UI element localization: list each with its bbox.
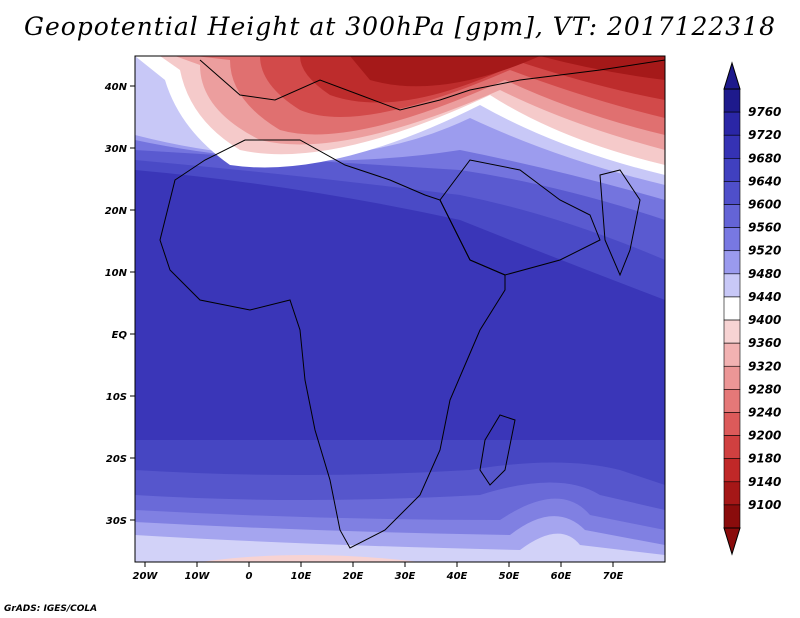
height-field	[135, 56, 665, 562]
colorbar-swatch	[723, 296, 741, 321]
colorbar-swatch	[723, 458, 741, 483]
lon-tick-label: 10W	[185, 571, 211, 582]
longitude-axis: 20W 10W 0 10E 20E 30E 40E 50E 60E 70E	[133, 562, 624, 582]
lon-tick-label: 60E	[551, 571, 572, 582]
colorbar-swatch	[723, 250, 741, 275]
colorbar-label: 9520	[748, 244, 781, 258]
lat-tick-label: 10N	[105, 268, 128, 279]
lat-tick-label: 40N	[104, 82, 128, 93]
colorbar-swatch	[723, 389, 741, 413]
colorbar-label: 9480	[748, 267, 781, 281]
colorbar-swatch	[723, 342, 741, 367]
colorbar-label: 9560	[748, 221, 781, 235]
lon-tick-label: 20E	[343, 571, 364, 582]
india-outline	[599, 169, 641, 277]
colorbar-label: 9280	[748, 382, 781, 396]
lon-tick-label: 10E	[291, 571, 312, 582]
colorbar-label: 9180	[748, 452, 781, 466]
lat-tick-label: EQ	[112, 330, 128, 341]
colorbar-swatch	[723, 273, 741, 298]
grads-credit: GrADS: IGES/COLA	[4, 604, 98, 614]
plot-frame	[134, 55, 666, 563]
colorbar-swatch	[723, 412, 741, 436]
colorbar-swatch	[723, 158, 741, 182]
lon-tick-label: 20W	[133, 571, 159, 582]
lat-tick-label: 30S	[106, 516, 127, 527]
europe-outline	[199, 59, 665, 111]
lon-tick-label: 30E	[395, 571, 416, 582]
map-title: Geopotential Height at 300hPa [gpm], VT:…	[23, 12, 777, 41]
lon-tick-label: 0	[246, 571, 253, 582]
colorbar-label: 9200	[748, 429, 781, 443]
colorbar-label: 9140	[748, 475, 781, 489]
colorbar-arrow-bottom	[723, 527, 741, 556]
colorbar-swatch	[723, 111, 741, 136]
colorbar-swatch	[723, 134, 741, 159]
colorbar-swatch	[723, 204, 741, 228]
lon-tick-label: 40E	[446, 571, 468, 582]
colorbar-swatch	[723, 365, 741, 390]
lat-tick-label: 20S	[106, 454, 127, 465]
colorbar-label: 9680	[748, 151, 781, 165]
colorbar-label: 9400	[748, 313, 781, 327]
colorbar-swatch	[723, 319, 741, 344]
latitude-axis: 40N 30N 20N 10N EQ 10S 20S 30S	[104, 82, 135, 527]
lon-tick-label: 50E	[499, 571, 520, 582]
africa-outline	[159, 139, 506, 549]
colorbar-swatch	[723, 435, 741, 459]
colorbar-label: 9640	[748, 174, 781, 188]
colorbar-label: 9100	[748, 498, 781, 512]
lon-tick-label: 70E	[603, 571, 624, 582]
colorbar-label: 9360	[748, 336, 781, 350]
colorbar-swatch	[723, 481, 741, 506]
madagascar-outline	[479, 414, 516, 486]
arabia-outline	[439, 159, 601, 276]
colorbar-swatch	[723, 227, 741, 252]
colorbar-label: 9600	[748, 198, 781, 212]
colorbar-label: 9440	[748, 290, 781, 304]
lat-tick-label: 10S	[106, 392, 127, 403]
colorbar-label: 9760	[748, 105, 781, 119]
colorbar-label: 9320	[748, 359, 781, 373]
colorbar-arrow-top	[723, 61, 741, 90]
lat-tick-label: 20N	[105, 206, 128, 217]
colorbar-label: 9720	[748, 128, 781, 142]
lat-tick-label: 30N	[105, 144, 128, 155]
colorbar-swatch	[723, 88, 741, 113]
colorbar-swatch	[723, 181, 741, 205]
colorbar-swatch	[723, 504, 741, 529]
colorbar-label: 9240	[748, 405, 781, 419]
